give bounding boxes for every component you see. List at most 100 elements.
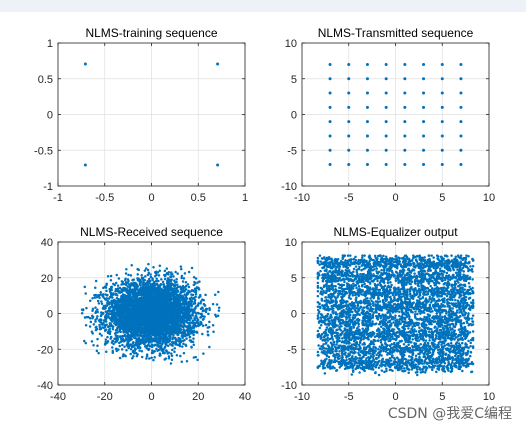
data-point [131,357,134,360]
data-point [117,315,121,319]
data-point [184,284,188,288]
data-point [127,322,131,326]
data-point [104,328,108,331]
data-point [100,300,103,303]
data-point [118,313,122,316]
data-point [151,349,154,353]
data-point [138,346,142,349]
data-point [171,312,174,316]
data-point [201,332,204,336]
data-point [157,274,161,277]
data-point [169,275,173,279]
data-point [175,329,178,333]
chart-title: NLMS-Transmitted sequence [318,26,474,40]
data-point [97,319,101,322]
data-point [116,331,119,334]
data-point [204,323,208,327]
data-point [98,327,102,331]
data-point [165,330,168,334]
data-point [188,329,191,332]
data-point [328,120,332,124]
data-point [175,353,179,357]
data-point [208,320,211,324]
data-point [328,62,332,66]
data-point [185,321,189,324]
data-point [195,314,198,318]
data-point [153,338,156,341]
data-point [108,327,112,330]
data-point [174,270,177,274]
data-point [173,291,177,295]
data-point [93,296,97,299]
data-point [403,91,407,95]
x-tick-label: -1 [53,192,63,204]
data-point [165,349,168,352]
data-point [165,321,169,325]
data-point [190,266,194,270]
data-point [155,347,158,351]
data-point [140,274,143,277]
y-tick-label: 0 [47,110,53,122]
data-point [117,298,120,301]
data-point [81,308,85,311]
data-point [152,344,156,347]
data-point [168,298,171,301]
x-tick-label: 0.5 [191,192,206,204]
data-point [165,281,169,285]
data-point [117,348,120,351]
data-point [459,120,463,124]
data-point [161,280,165,284]
data-point [190,321,194,325]
data-point [200,306,204,309]
data-point [146,313,149,317]
data-point [440,91,444,95]
data-point [216,314,220,318]
data-point [120,339,123,343]
data-point [121,299,125,303]
data-point [118,335,122,338]
data-point [166,344,170,347]
data-point [107,312,111,315]
data-point [195,330,198,334]
data-point [190,305,193,308]
data-point [167,332,170,335]
data-point [174,321,177,324]
data-point [171,322,174,326]
data-point [111,346,114,349]
data-point [365,120,369,124]
data-point [188,300,192,303]
data-point [116,338,119,342]
data-point [120,348,124,351]
data-point [176,333,179,337]
data-point [166,310,170,314]
data-point [123,333,127,337]
data-point [180,276,183,280]
data-point [158,264,162,267]
data-point [176,305,180,308]
data-point [152,358,155,362]
data-point [139,297,142,301]
data-point [100,302,104,305]
data-point [121,280,125,284]
data-point [178,328,181,331]
data-point [164,357,168,360]
data-point [181,280,185,283]
data-point [403,120,407,124]
data-point [140,331,144,334]
data-point [157,348,161,352]
data-point [168,312,172,315]
data-point [202,352,205,355]
data-point [159,329,163,332]
data-point [133,330,136,334]
data-point [149,297,152,301]
data-point [172,275,175,278]
data-point [84,324,88,327]
data-point [111,349,115,353]
data-point [181,307,184,310]
data-point [128,327,132,330]
data-point [422,91,426,95]
data-point [422,134,426,138]
data-point [403,62,407,66]
data-point [160,278,163,281]
